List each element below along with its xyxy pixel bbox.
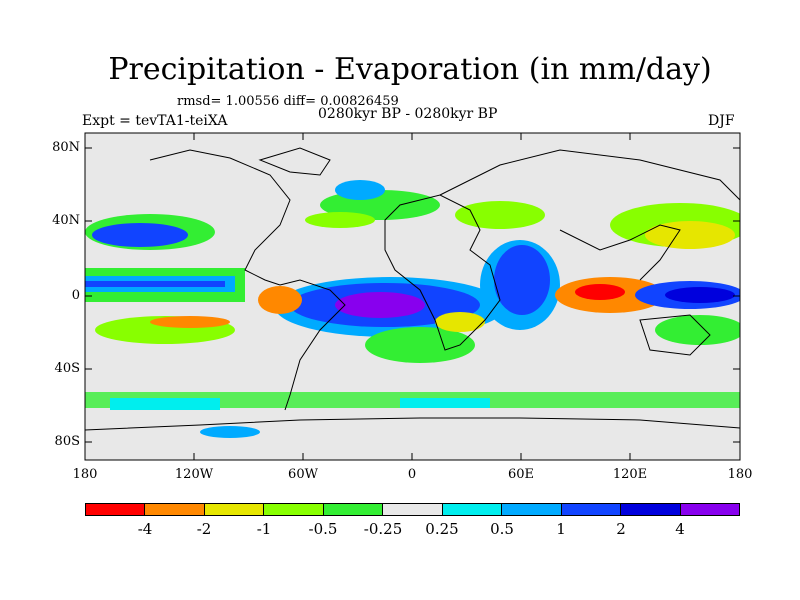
y-tick-40N: 40N xyxy=(52,213,80,228)
colorbar-label: 2 xyxy=(616,520,626,538)
colorbar-label: -1 xyxy=(256,520,272,538)
x-tick-180e: 180 xyxy=(727,467,753,482)
experiment-label: Expt = tevTA1-teiXA xyxy=(82,113,228,129)
colorbar-swatch xyxy=(204,504,265,515)
colorbar-swatch xyxy=(680,504,739,515)
colorbar-swatch xyxy=(264,504,324,515)
colorbar-swatch xyxy=(621,504,681,515)
colorbar-label: -0.25 xyxy=(363,520,403,538)
x-tick-60w: 60W xyxy=(288,467,318,482)
coastlines xyxy=(85,147,740,431)
colorbar xyxy=(85,503,740,516)
colorbar-label: 1 xyxy=(556,520,566,538)
colorbar-swatch xyxy=(383,504,443,515)
colorbar-label: 0.25 xyxy=(425,520,459,538)
x-tick-0: 0 xyxy=(407,467,417,482)
y-tick-0: 0 xyxy=(71,288,80,303)
x-tick-60e: 60E xyxy=(507,467,535,482)
colorbar-swatch xyxy=(442,504,503,515)
colorbar-label: 4 xyxy=(675,520,685,538)
colorbar-swatch xyxy=(502,504,562,515)
period-text: 0280kyr BP - 0280kyr BP xyxy=(318,106,498,122)
colorbar-swatch xyxy=(145,504,205,515)
plot-title: Precipitation - Evaporation (in mm/day) xyxy=(108,52,712,87)
axis-ticks xyxy=(84,133,741,460)
colorbar-label: -2 xyxy=(196,520,212,538)
colorbar-swatch xyxy=(86,504,146,515)
colorbar-swatch xyxy=(323,504,384,515)
colorbar-label: -0.5 xyxy=(308,520,338,538)
y-tick-80N: 80N xyxy=(52,140,80,155)
y-tick-80S: 80S xyxy=(54,434,80,449)
x-tick-120w: 120W xyxy=(174,467,214,482)
colorbar-label: -4 xyxy=(137,520,153,538)
x-tick-180w: 180 xyxy=(72,467,98,482)
colorbar-swatch xyxy=(561,504,622,515)
y-tick-40S: 40S xyxy=(54,361,80,376)
x-tick-120e: 120E xyxy=(612,467,648,482)
colorbar-label: 0.5 xyxy=(490,520,514,538)
stats-text: rmsd= 1.00556 diff= 0.00826459 xyxy=(177,94,399,109)
season-label: DJF xyxy=(708,113,735,129)
field-contours xyxy=(85,180,740,438)
